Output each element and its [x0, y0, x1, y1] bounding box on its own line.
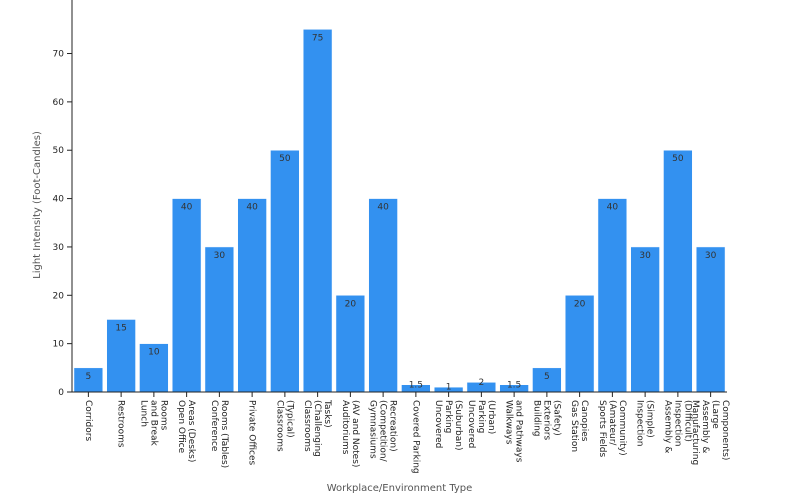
x-tick-label: Assembly &	[662, 400, 672, 453]
y-tick-label: 10	[53, 340, 65, 350]
x-tick-label: Recreation)	[388, 400, 398, 452]
bar-15	[532, 367, 562, 393]
x-tick-label: (Competition/	[378, 400, 388, 463]
x-tick-label: (Typical)	[284, 400, 294, 438]
x-tick-label: Classrooms	[274, 400, 284, 452]
bar-2	[106, 319, 136, 393]
bar-value-label: 40	[181, 203, 193, 213]
bar-10	[368, 198, 398, 393]
bar-18	[630, 246, 660, 393]
x-tick-label: Lunch	[138, 400, 148, 427]
x-tick-label: Areas (Desks)	[186, 400, 196, 462]
bar-6	[237, 198, 267, 393]
bar-9	[335, 295, 366, 393]
bar-19	[663, 149, 693, 393]
bar-4	[171, 198, 202, 393]
x-tick-label: and Break	[148, 400, 158, 447]
x-tick-label: Exteriors	[541, 400, 551, 440]
y-tick-label: 0	[58, 388, 64, 398]
x-tick-label: Walkways	[504, 400, 514, 445]
x-tick-label: Building	[531, 400, 541, 437]
x-tick-label: Canopies	[579, 400, 589, 442]
bar-value-label: 1.5	[507, 380, 521, 390]
x-tick-label: (Suburban)	[453, 400, 463, 451]
bar-value-label: 30	[214, 251, 226, 261]
y-axis-title: Light Intensity (Foot-Candles)	[32, 131, 43, 279]
x-tick-label: Corridors	[83, 400, 93, 441]
bar-value-label: 20	[345, 299, 357, 309]
bar-value-label: 5	[544, 372, 550, 382]
x-tick-label: Open Office	[176, 400, 186, 454]
x-tick-label: Uncovered	[466, 400, 476, 448]
y-tick-label: 50	[53, 146, 65, 156]
x-tick-label: Inspection	[672, 400, 682, 447]
x-tick-label: and Pathways	[514, 400, 524, 463]
x-tick-label: (Simple)	[645, 400, 655, 438]
x-axis-title: Workplace/Environment Type	[327, 483, 473, 494]
x-tick-label: (Difficult)	[682, 400, 692, 442]
bar-value-label: 1.5	[409, 380, 423, 390]
y-tick-label: 60	[53, 98, 65, 108]
bar-value-label: 75	[312, 33, 323, 43]
bar-7	[270, 149, 300, 393]
y-tick-label: 40	[53, 195, 65, 205]
x-tick-label: Private Offices	[247, 400, 257, 466]
y-tick-label: 30	[53, 243, 65, 253]
bar-value-label: 30	[639, 251, 651, 261]
x-tick-label: Classrooms	[302, 400, 312, 452]
bar-17	[597, 198, 628, 393]
x-tick-label: Assembly &	[700, 400, 710, 453]
x-tick-label: (Urban)	[486, 400, 496, 434]
x-tick-label: (AV and Notes)	[350, 400, 360, 467]
x-tick-label: Rooms (Tables)	[219, 400, 229, 468]
bar-8	[302, 29, 333, 393]
data-labels-group: 5 15 10 40 30 40 50 75 20 40 1.5 1 2 1.5 5 20 40 30 50 30	[86, 33, 717, 392]
bar-value-label: 1	[446, 383, 452, 393]
x-tick-label: Conference	[209, 400, 219, 452]
bar-value-label: 10	[148, 348, 160, 358]
bar-value-label: 15	[115, 323, 126, 333]
bar-value-label: 40	[607, 203, 619, 213]
x-tick-label: (Safety)	[551, 400, 561, 436]
x-tick-label: Gas Station	[569, 400, 579, 452]
y-axis: 0 10 20 30 40 50 60 70	[53, 0, 73, 398]
x-tick-label: Parking	[476, 400, 486, 433]
x-tick-label: Components)	[720, 400, 730, 460]
bar-5	[204, 246, 235, 393]
bar-value-label: 50	[672, 154, 684, 164]
y-tick-label: 20	[53, 291, 65, 301]
bars-group	[73, 29, 726, 393]
bar-value-label: 50	[279, 154, 291, 164]
x-tick-label: Tasks)	[322, 399, 332, 428]
bar-value-label: 30	[705, 251, 717, 261]
x-tick-label: Auditoriums	[340, 400, 350, 455]
bar-20	[695, 246, 726, 393]
x-tick-label: (Challenging	[312, 400, 322, 457]
bar-value-label: 40	[377, 203, 389, 213]
x-tick-label: (Amateur/	[607, 400, 617, 446]
x-tick-label: Inspection	[635, 400, 645, 447]
bar-16	[564, 295, 595, 393]
bar-1	[73, 367, 104, 393]
x-axis: Corridors Restrooms Lunch and Break Rooms Ope…	[72, 391, 730, 474]
x-tick-label: Sports Fields	[597, 400, 607, 457]
x-tick-label: (Large	[710, 400, 720, 429]
x-tick-label: Covered Parking	[410, 400, 420, 474]
y-tick-label: 70	[53, 50, 65, 60]
x-tick-label: Community)	[617, 400, 627, 456]
x-tick-label: Gymnasiums	[368, 400, 378, 459]
x-tick-label: Uncovered	[433, 400, 443, 448]
x-tick-label: Manufacturing	[690, 400, 700, 465]
bar-value-label: 5	[86, 372, 92, 382]
bar-value-label: 2	[479, 378, 485, 388]
x-tick-label: Parking	[443, 400, 453, 433]
bar-value-label: 40	[246, 203, 258, 213]
bar-value-label: 20	[574, 299, 586, 309]
x-tick-label: Restrooms	[116, 400, 126, 448]
x-tick-label: Rooms	[158, 400, 168, 431]
bar-3	[139, 343, 169, 393]
